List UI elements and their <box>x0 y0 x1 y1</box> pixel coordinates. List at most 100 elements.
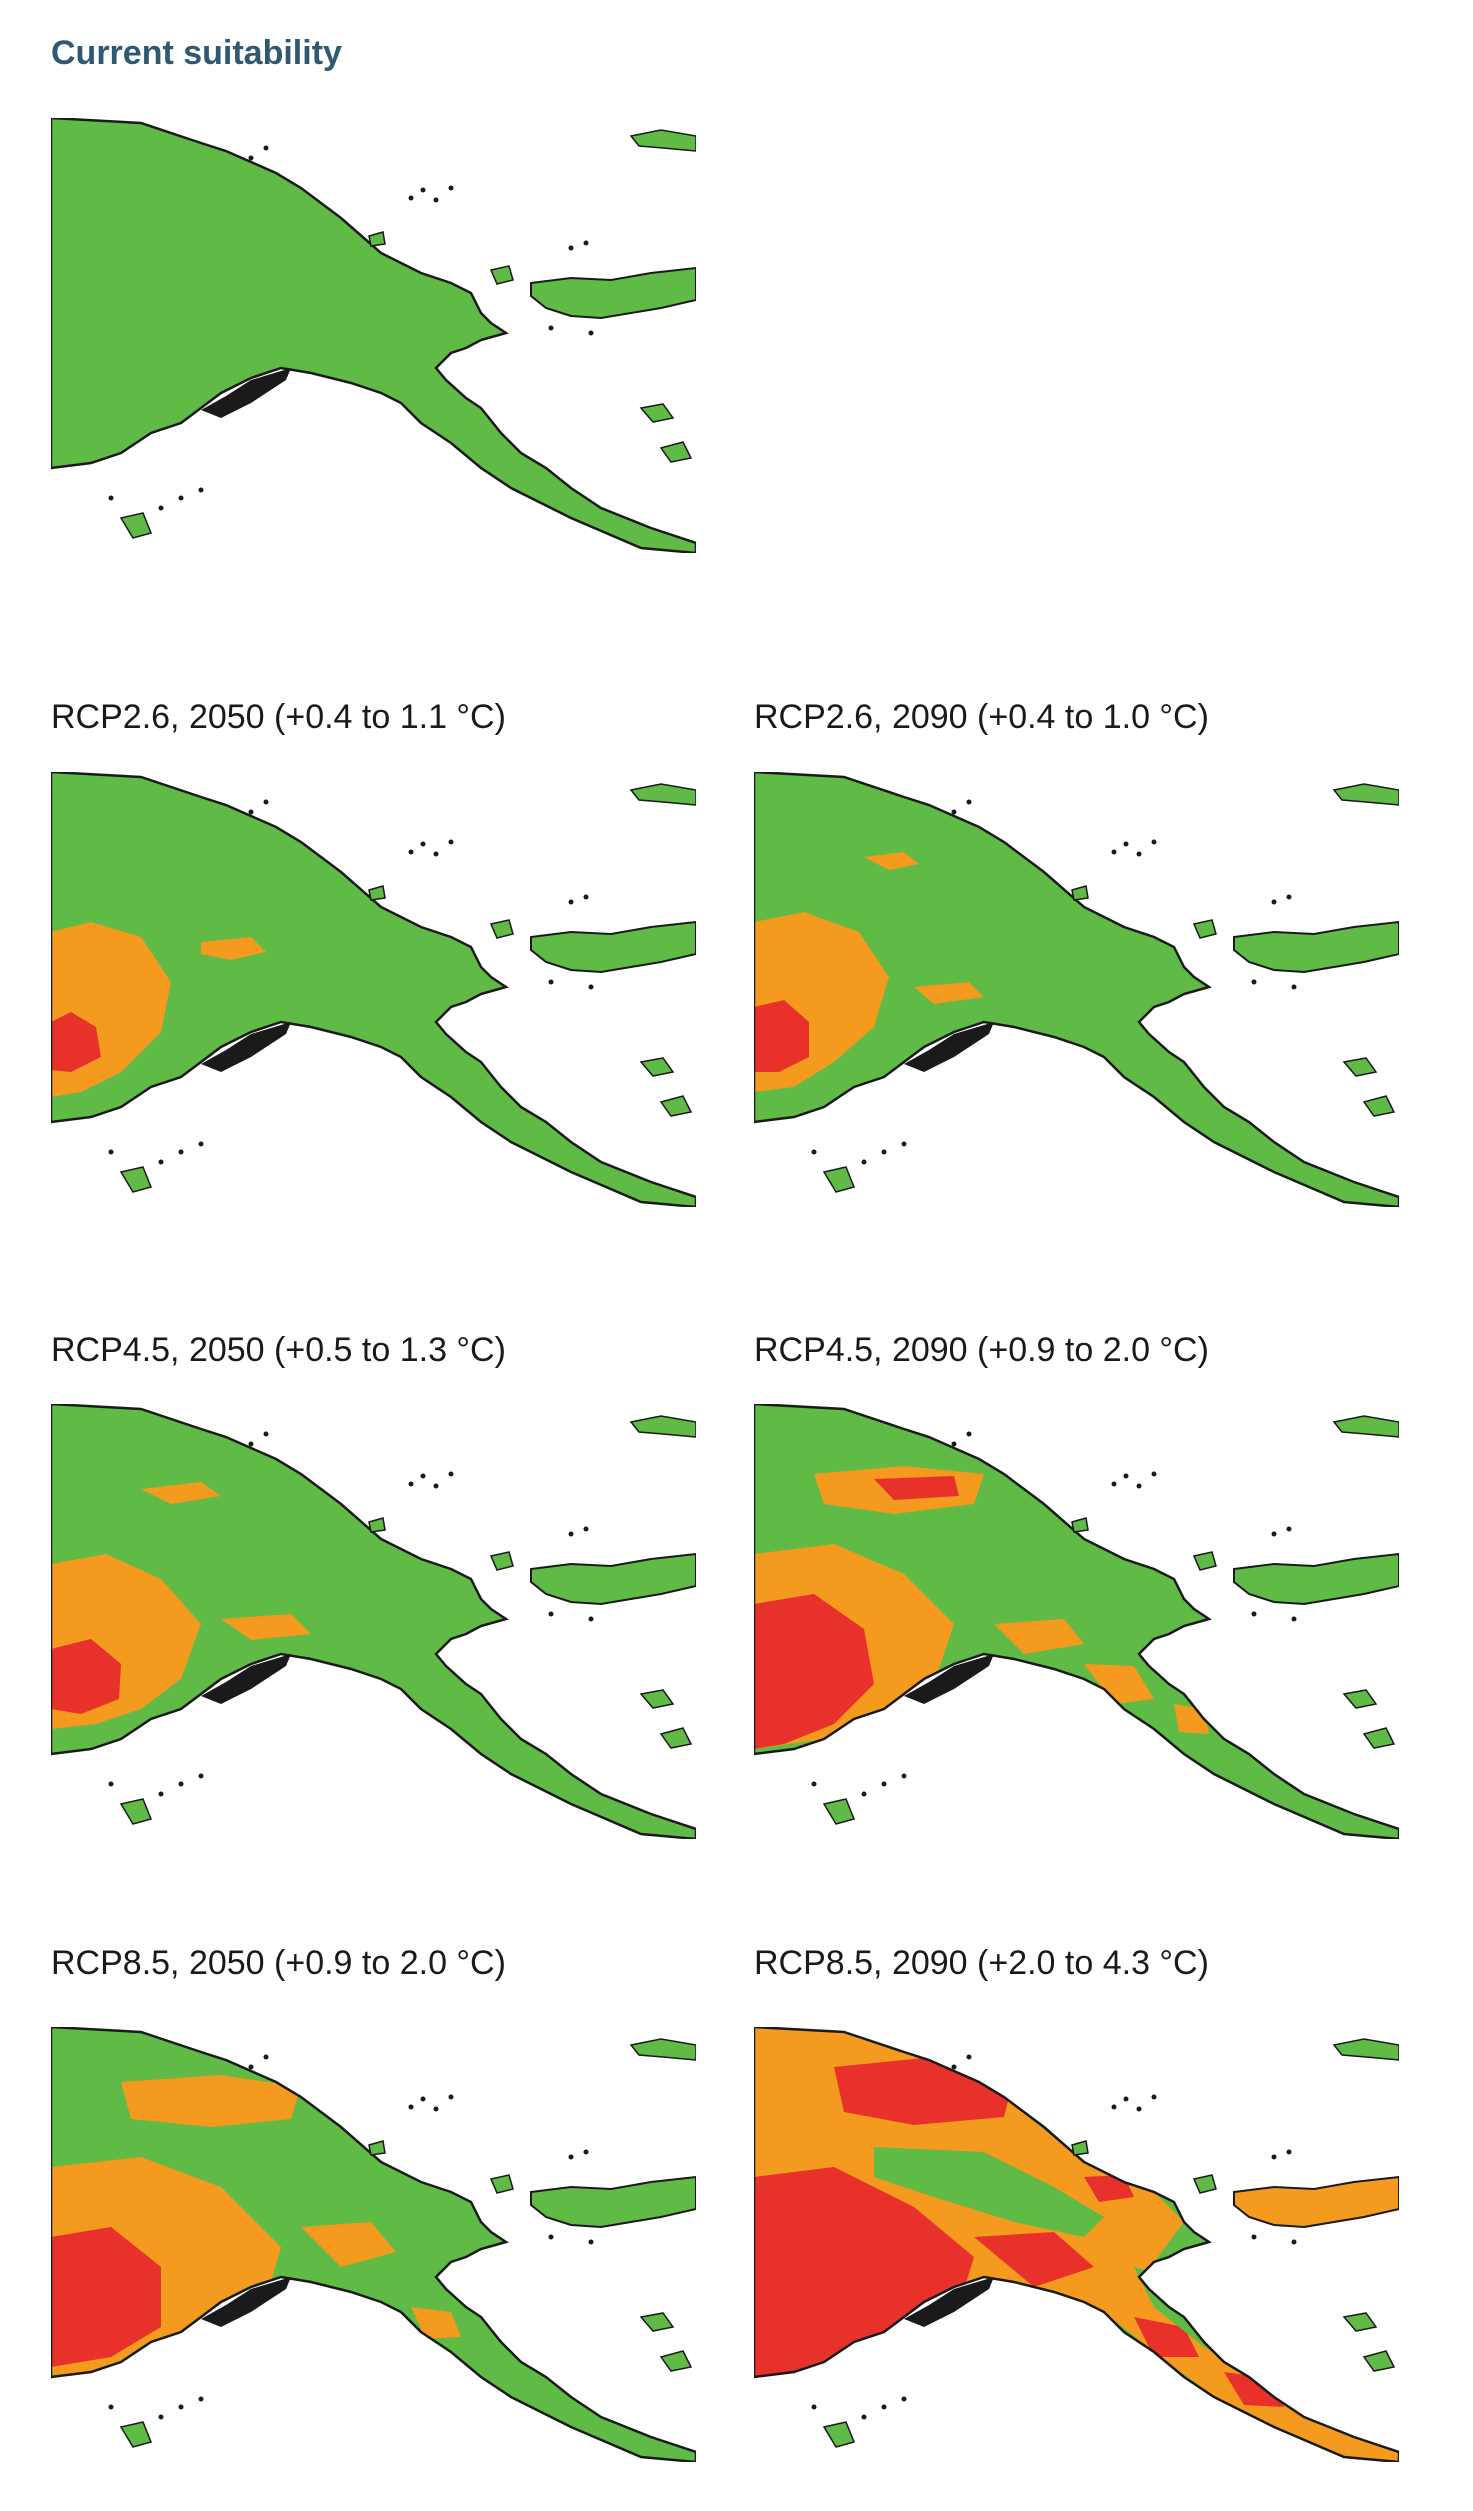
islet-dot <box>198 2396 204 2402</box>
islet-dot <box>1151 839 1157 845</box>
islet-dot <box>548 325 554 331</box>
islet-dot <box>408 195 414 201</box>
islet-dot <box>108 1781 114 1787</box>
islet-dot <box>178 1149 184 1155</box>
islet-dot <box>583 1526 589 1532</box>
coastal-shadow <box>904 2277 994 2327</box>
small-island <box>1332 2038 1399 2061</box>
mainland-coastline <box>754 1404 1399 1839</box>
small-island <box>368 885 386 901</box>
map-svg <box>754 772 1399 1207</box>
islet-dot <box>1136 1483 1142 1489</box>
small-island <box>629 1415 696 1438</box>
small-island <box>659 1727 693 1749</box>
small-island <box>659 1095 693 1117</box>
islet-dot <box>420 2096 426 2102</box>
islet-dot <box>408 849 414 855</box>
islet-dot <box>568 245 574 251</box>
small-island <box>1342 1689 1378 1709</box>
islet-dot <box>408 1481 414 1487</box>
small-island <box>822 1166 856 1193</box>
islet-dot <box>158 1159 164 1165</box>
mainland-coastline <box>51 118 696 553</box>
islet-dot <box>966 1431 972 1437</box>
islet-dot <box>901 1773 907 1779</box>
islet-dot <box>408 2104 414 2110</box>
islet-dot <box>568 2154 574 2160</box>
suitability-zone-suitable <box>874 2147 1104 2237</box>
islet-dot <box>248 809 254 815</box>
small-island <box>119 2421 153 2448</box>
small-island <box>659 2350 693 2372</box>
islet-dot <box>420 187 426 193</box>
small-island <box>1071 1517 1089 1533</box>
small-island <box>822 2421 856 2448</box>
islet-dot <box>901 2396 907 2402</box>
islet-dot <box>966 799 972 805</box>
map-svg <box>754 1404 1399 1839</box>
new-britain-island <box>530 2175 696 2229</box>
small-island <box>629 129 696 152</box>
islet-dot <box>263 799 269 805</box>
islet-dot <box>583 2149 589 2155</box>
islet-dot <box>951 809 957 815</box>
new-britain-island <box>530 920 696 974</box>
islet-dot <box>448 839 454 845</box>
small-island <box>629 2038 696 2061</box>
small-island <box>1362 1727 1396 1749</box>
map-svg <box>51 1404 696 1839</box>
islet-dot <box>1271 899 1277 905</box>
islet-dot <box>548 2234 554 2240</box>
islet-dot <box>198 487 204 493</box>
suitability-zone-moderate <box>121 2075 301 2127</box>
islet-dot <box>420 841 426 847</box>
islet-dot <box>433 851 439 857</box>
islet-dot <box>108 1149 114 1155</box>
mainland-landmass <box>51 772 696 1207</box>
islet-dot <box>583 894 589 900</box>
islet-dot <box>1291 2239 1297 2245</box>
mainland-landmass <box>51 118 696 553</box>
panel-label-rcp26-2050: RCP2.6, 2050 (+0.4 to 1.1 °C) <box>51 698 506 736</box>
islet-dot <box>108 495 114 501</box>
small-island <box>1362 1095 1396 1117</box>
islet-dot <box>1123 2096 1129 2102</box>
islet-dot <box>811 2404 817 2410</box>
small-island <box>1362 2350 1396 2372</box>
suitability-zone-moderate <box>864 852 919 870</box>
small-island <box>368 231 386 247</box>
suitability-zone-low <box>51 2227 161 2367</box>
islet-dot <box>588 984 594 990</box>
islet-dot <box>263 1431 269 1437</box>
new-britain-island <box>530 266 696 320</box>
islet-dot <box>448 2094 454 2100</box>
islet-dot <box>433 197 439 203</box>
islet-dot <box>1151 2094 1157 2100</box>
islet-dot <box>178 495 184 501</box>
small-island <box>489 2174 514 2194</box>
mainland-coastline <box>754 2027 1399 2462</box>
islet-dot <box>1123 1473 1129 1479</box>
suitability-zone-low <box>974 2232 1094 2287</box>
islet-dot <box>1286 1526 1292 1532</box>
mainland-coastline <box>754 772 1399 1207</box>
islet-dot <box>1123 841 1129 847</box>
new-britain-island <box>1233 1552 1399 1606</box>
small-island <box>489 919 514 939</box>
mainland-landmass <box>51 1404 696 1839</box>
islet-dot <box>158 2414 164 2420</box>
islet-dot <box>178 2404 184 2410</box>
small-island <box>1332 1415 1399 1438</box>
mainland-coastline <box>51 1404 696 1839</box>
small-island <box>639 1057 675 1077</box>
islet-dot <box>1271 2154 1277 2160</box>
map-rcp85-2090 <box>754 2027 1399 2462</box>
small-island <box>629 783 696 806</box>
map-svg <box>51 772 696 1207</box>
islet-dot <box>881 1781 887 1787</box>
small-island <box>1192 1551 1217 1571</box>
islet-dot <box>861 1159 867 1165</box>
suitability-zone-moderate <box>1084 1664 1154 1704</box>
islet-dot <box>1151 1471 1157 1477</box>
coastal-shadow <box>201 2277 291 2327</box>
